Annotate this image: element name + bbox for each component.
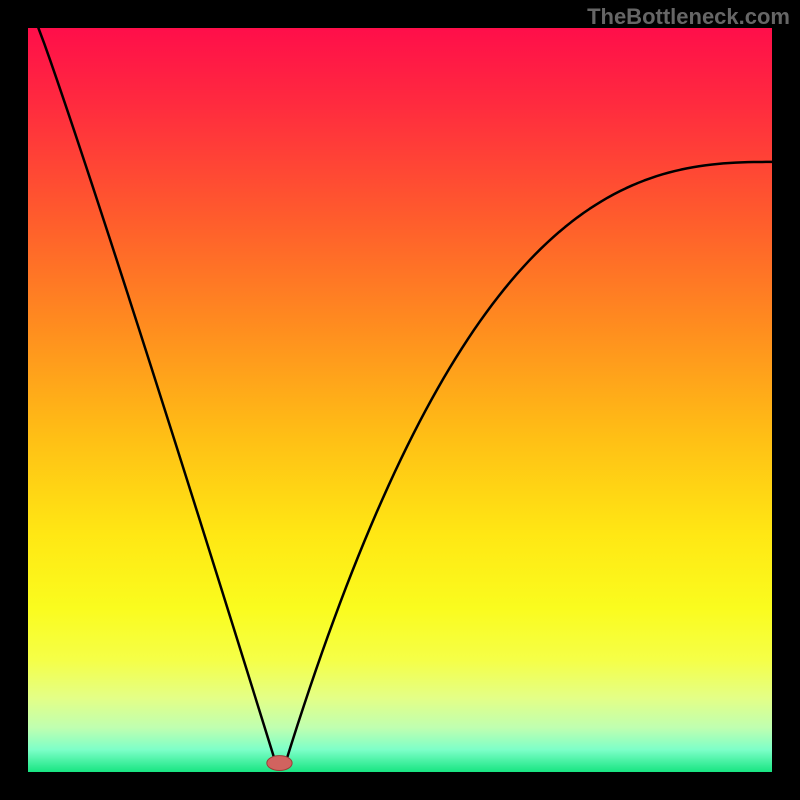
bottleneck-chart: [0, 0, 800, 800]
optimum-marker: [267, 756, 292, 771]
watermark-text: TheBottleneck.com: [587, 4, 790, 30]
chart-container: TheBottleneck.com: [0, 0, 800, 800]
plot-area: [28, 28, 772, 772]
